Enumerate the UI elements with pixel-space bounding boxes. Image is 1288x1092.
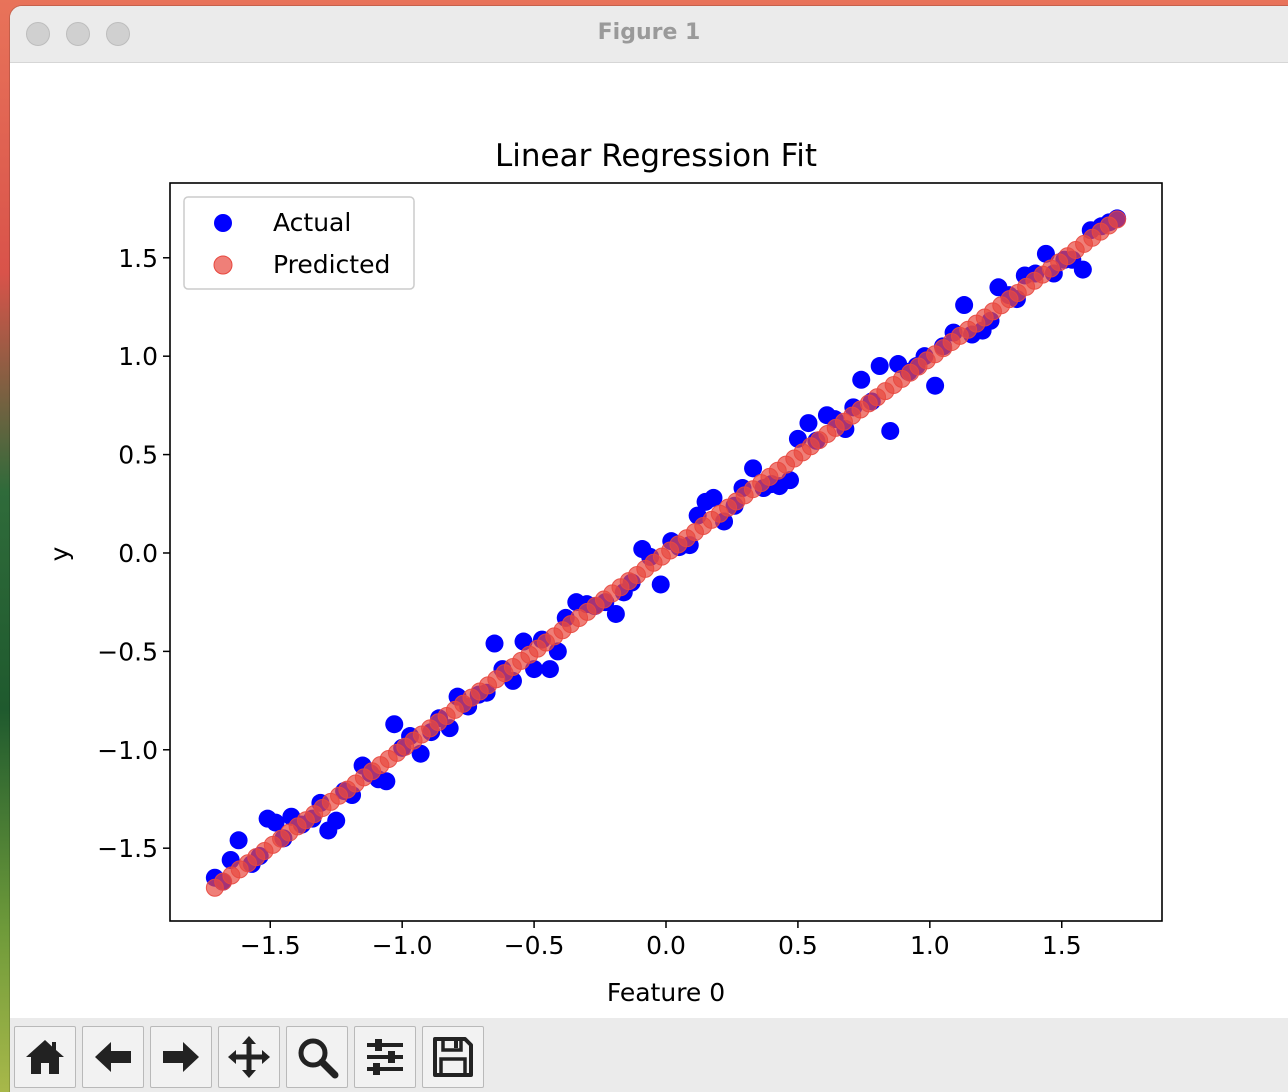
x-tick-label: 1.0 xyxy=(910,931,950,960)
y-tick-label: −1.0 xyxy=(97,736,158,765)
actual-point xyxy=(327,811,346,830)
arrow-right-icon xyxy=(163,1042,199,1072)
title-bar: Figure 1 xyxy=(10,6,1288,63)
y-tick-label: 1.5 xyxy=(118,244,158,273)
arrow-left-icon xyxy=(95,1042,131,1072)
home-icon xyxy=(26,1040,64,1074)
legend-label-actual: Actual xyxy=(273,208,351,237)
plot-area xyxy=(205,209,1127,897)
chart-title: Linear Regression Fit xyxy=(495,138,817,174)
zoom-window-button[interactable] xyxy=(106,22,130,46)
chart-canvas[interactable]: Linear Regression Fit Feature 0 y Actual… xyxy=(10,63,1288,1018)
forward-button[interactable] xyxy=(150,1026,212,1088)
close-window-button[interactable] xyxy=(26,22,50,46)
zoom-button[interactable] xyxy=(286,1026,348,1088)
pan-button[interactable] xyxy=(218,1026,280,1088)
minimize-window-button[interactable] xyxy=(66,22,90,46)
search-icon xyxy=(298,1038,339,1079)
x-tick-label: 0.0 xyxy=(646,931,686,960)
x-tick-label: 1.5 xyxy=(1042,931,1082,960)
save-button[interactable] xyxy=(422,1026,484,1088)
legend-box xyxy=(183,196,415,290)
navigation-toolbar xyxy=(10,1018,1288,1092)
y-tick-label: −1.5 xyxy=(97,834,158,863)
actual-point xyxy=(229,831,248,850)
actual-point xyxy=(540,660,559,679)
actual-point xyxy=(606,604,625,623)
y-tick-label: −0.5 xyxy=(97,637,158,666)
sliders-icon xyxy=(367,1039,403,1075)
actual-point xyxy=(744,459,763,478)
actual-point xyxy=(651,575,670,594)
x-tick-label: −1.5 xyxy=(240,931,301,960)
actual-point xyxy=(926,376,945,395)
y-tick-label: 0.0 xyxy=(118,539,158,568)
y-tick-label: 0.5 xyxy=(118,441,158,470)
x-tick-label: −0.5 xyxy=(504,931,565,960)
actual-point xyxy=(1073,260,1092,279)
legend: Actual Predicted xyxy=(183,196,415,290)
actual-point xyxy=(870,357,889,376)
move-icon xyxy=(228,1036,270,1078)
legend-marker-actual xyxy=(214,214,232,232)
y-tick-label: 1.0 xyxy=(118,342,158,371)
y-axis-label: y xyxy=(45,546,74,561)
actual-point xyxy=(266,813,285,832)
actual-point xyxy=(1036,244,1055,263)
actual-point xyxy=(704,488,723,507)
legend-label-predicted: Predicted xyxy=(273,250,390,279)
x-tick-label: 0.5 xyxy=(778,931,818,960)
actual-point xyxy=(525,660,544,679)
window-title: Figure 1 xyxy=(597,20,701,45)
back-button[interactable] xyxy=(82,1026,144,1088)
actual-point xyxy=(485,634,504,653)
configure-subplots-button[interactable] xyxy=(354,1026,416,1088)
actual-point xyxy=(385,715,404,734)
figure-window: Figure 1 Linear Regression Fit Feature 0… xyxy=(10,6,1288,1092)
actual-point xyxy=(852,370,871,389)
actual-point xyxy=(411,744,430,763)
home-button[interactable] xyxy=(14,1026,76,1088)
floppy-disk-icon xyxy=(433,1037,473,1077)
actual-point xyxy=(799,414,818,433)
x-axis-label: Feature 0 xyxy=(607,978,725,1007)
actual-point xyxy=(781,471,799,490)
actual-point xyxy=(955,296,974,315)
actual-point xyxy=(881,421,900,440)
x-tick-label: −1.0 xyxy=(372,931,433,960)
predicted-point xyxy=(1108,210,1127,229)
actual-point xyxy=(377,772,396,791)
legend-marker-predicted xyxy=(213,255,233,275)
